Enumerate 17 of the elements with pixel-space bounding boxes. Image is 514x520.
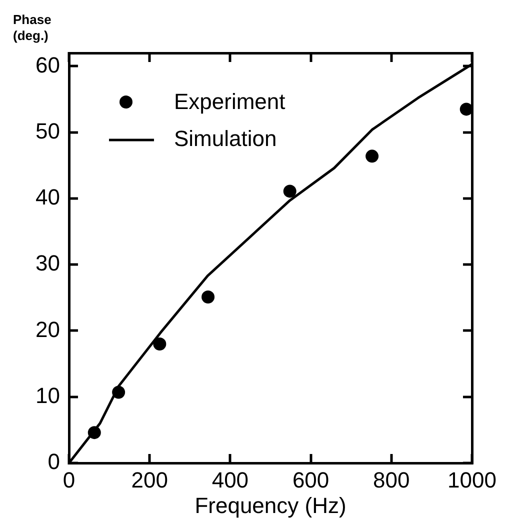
x-tick-label: 400 [212,467,249,492]
y-tick-label: 40 [36,184,60,210]
legend-label: Simulation [174,126,277,152]
x-tick-label: 1000 [448,467,496,492]
y-tick-label: 30 [36,250,60,276]
y-tick-label: 50 [36,118,60,144]
y-tick-label: 0 [48,449,60,474]
y-tick-label: 20 [36,316,60,342]
y-tick-label: 60 [36,52,60,78]
y-tick-label: 10 [36,382,60,408]
x-tick-label: 800 [373,467,410,492]
x-axis-title: Frequency (Hz) [194,492,346,518]
y-axis-title: Phase (deg.) [13,12,52,43]
x-tick-label: 0 [62,467,76,492]
x-tick-label: 600 [292,467,330,492]
x-tick-label: 200 [131,467,168,492]
legend-label: Experiment [174,89,286,114]
